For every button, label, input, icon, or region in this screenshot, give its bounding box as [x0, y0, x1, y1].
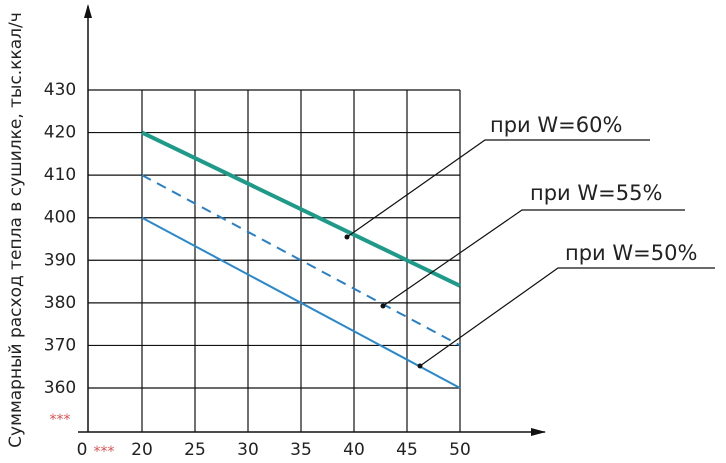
y-tick-label: 400: [44, 208, 76, 228]
x-tick-label: 45: [396, 440, 418, 460]
series-annotation: при W=60%: [490, 113, 622, 137]
x-tick-label: 20: [131, 440, 153, 460]
x-tick-label: 25: [184, 440, 206, 460]
leader-line: [382, 209, 685, 307]
series-line: [141, 174, 461, 347]
series-annotation: при W=50%: [565, 241, 697, 265]
y-tick-label: 410: [44, 165, 76, 185]
series-annotation: при W=55%: [530, 181, 662, 205]
x-tick-label: 30: [237, 440, 259, 460]
y-tick-label: 360: [44, 378, 76, 398]
y-tick-label: 370: [44, 335, 76, 355]
leader-dot: [417, 363, 423, 369]
x-tick-label: 50: [449, 440, 471, 460]
axis-break-mark: ***: [50, 412, 71, 428]
y-arrow: [84, 4, 92, 18]
x-arrow: [531, 428, 546, 436]
y-tick-label: 390: [44, 250, 76, 270]
leader-dot: [344, 234, 350, 240]
series-line: [141, 130, 461, 288]
y-tick-label: 420: [44, 123, 76, 143]
leader-line: [419, 267, 715, 367]
y-axis-label: Суммарный расход тепла в сушилке, тыс.кк…: [6, 12, 26, 448]
y-tick-label: 430: [44, 80, 76, 100]
leader-dot: [380, 303, 386, 309]
axis-break-mark: ***: [94, 444, 115, 460]
series-line: [141, 216, 461, 389]
x-origin-label: 0: [77, 440, 88, 460]
y-tick-label: 380: [44, 293, 76, 313]
leader-line: [346, 139, 650, 238]
x-tick-label: 40: [343, 440, 365, 460]
x-tick-label: 35: [290, 440, 312, 460]
